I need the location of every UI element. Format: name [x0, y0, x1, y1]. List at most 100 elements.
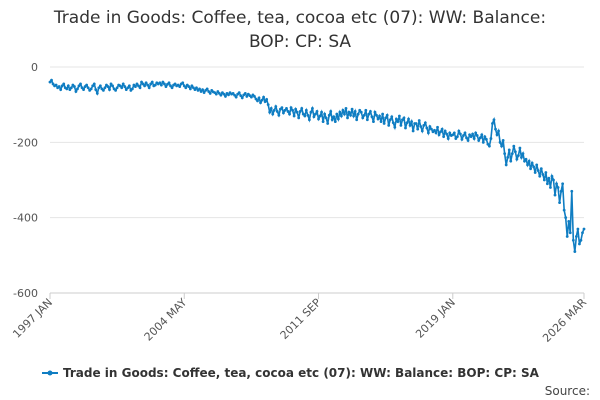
data-point: [443, 129, 447, 133]
data-point: [124, 88, 128, 91]
data-point: [545, 182, 549, 186]
data-point: [509, 159, 513, 163]
data-point: [208, 91, 212, 95]
data-point: [336, 117, 340, 121]
data-point: [118, 84, 122, 88]
data-point: [283, 108, 287, 112]
data-point: [163, 82, 166, 86]
data-point: [187, 85, 191, 88]
data-point: [428, 125, 432, 128]
data-point: [66, 84, 70, 88]
data-point: [465, 136, 468, 140]
data-point: [556, 186, 560, 189]
data-point: [439, 130, 442, 134]
data-point: [562, 208, 566, 212]
data-point: [309, 110, 313, 114]
data-point: [512, 144, 516, 148]
data-point: [460, 137, 464, 141]
data-point: [256, 99, 259, 103]
y-tick-label: 0: [31, 61, 38, 74]
data-point: [516, 154, 520, 157]
y-tick-label: -200: [13, 136, 38, 149]
data-point: [489, 137, 493, 140]
data-point: [420, 129, 424, 133]
data-point: [202, 91, 206, 95]
data-point: [135, 82, 139, 86]
data-point: [440, 127, 444, 131]
data-point: [417, 119, 421, 122]
data-point: [553, 193, 557, 197]
data-point: [498, 140, 502, 144]
data-point: [123, 85, 127, 88]
data-point: [349, 113, 352, 117]
x-tick-label: 1997 JAN: [10, 296, 55, 341]
data-point: [491, 122, 494, 125]
data-point: [243, 91, 247, 95]
data-point: [146, 83, 150, 87]
data-point: [48, 80, 52, 84]
data-point: [76, 87, 79, 91]
data-point: [414, 122, 418, 125]
data-point: [442, 135, 446, 139]
data-point: [547, 176, 551, 180]
data-point: [57, 85, 61, 88]
data-point: [217, 91, 221, 95]
data-point: [54, 83, 58, 87]
data-point: [269, 107, 273, 110]
data-point: [86, 86, 90, 90]
data-point: [364, 108, 368, 112]
data-point: [277, 113, 281, 117]
data-point: [317, 117, 320, 121]
data-point: [385, 113, 389, 117]
data-point: [205, 87, 209, 91]
data-point: [468, 133, 471, 137]
data-point: [207, 90, 211, 93]
data-point: [85, 83, 89, 87]
data-point: [340, 114, 343, 118]
data-point: [437, 133, 441, 137]
data-point: [524, 157, 528, 161]
data-point: [542, 178, 546, 182]
data-point: [115, 86, 119, 90]
data-point: [323, 112, 327, 116]
data-point: [219, 93, 223, 97]
data-point: [358, 108, 362, 112]
data-point: [314, 112, 317, 116]
data-point: [445, 132, 449, 136]
data-point: [559, 189, 563, 193]
data-point: [300, 107, 304, 110]
data-point: [568, 231, 572, 235]
data-point: [265, 97, 269, 101]
data-point: [79, 82, 82, 86]
data-point: [65, 87, 69, 91]
data-point: [330, 118, 334, 122]
data-point: [222, 92, 226, 96]
data-point: [369, 110, 372, 113]
data-point: [291, 108, 294, 112]
data-point: [181, 81, 185, 85]
data-point: [475, 134, 479, 137]
data-point: [520, 156, 523, 159]
data-point: [120, 86, 124, 90]
data-point: [143, 84, 146, 88]
data-point: [292, 114, 296, 118]
data-point: [245, 94, 249, 98]
data-point: [355, 118, 359, 122]
data-point: [463, 131, 467, 135]
data-point: [263, 100, 267, 104]
data-point: [533, 171, 537, 174]
data-point: [147, 86, 151, 90]
data-point: [95, 91, 99, 95]
data-point: [130, 87, 134, 91]
data-point: [195, 86, 198, 90]
data-point: [503, 152, 507, 156]
data-point: [504, 163, 508, 167]
data-point: [539, 167, 543, 171]
data-point: [153, 83, 157, 87]
data-point: [541, 172, 545, 176]
data-point: [367, 112, 371, 116]
data-point: [404, 126, 407, 130]
data-point: [69, 86, 73, 90]
data-point: [561, 182, 565, 186]
